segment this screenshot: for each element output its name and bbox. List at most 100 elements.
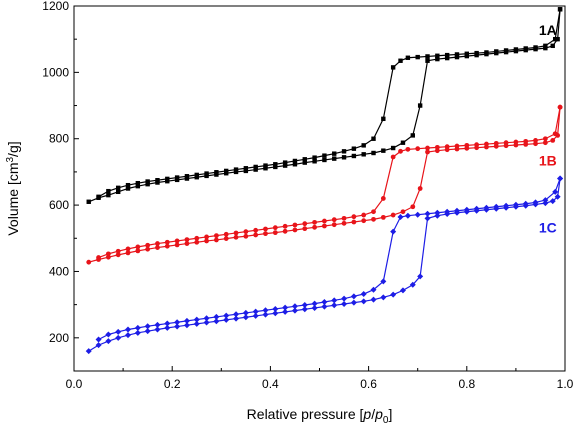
data-point-desorption <box>405 55 411 60</box>
data-point-adsorption <box>332 156 337 161</box>
data-point-desorption <box>174 175 180 180</box>
data-point-desorption <box>263 226 268 232</box>
data-point-desorption <box>435 53 440 58</box>
data-point-desorption <box>233 311 240 318</box>
data-point-desorption <box>321 298 328 305</box>
x-axis: 0.0 0.2 0.4 0.6 0.8 1.0 <box>66 366 574 391</box>
data-point-desorption <box>311 300 318 307</box>
data-point-desorption <box>398 58 403 63</box>
series-label-1B: 1B <box>539 153 557 169</box>
data-point-adsorption <box>322 223 327 229</box>
data-point-desorption <box>474 142 480 148</box>
data-point-adsorption <box>263 166 268 171</box>
data-point-desorption <box>552 36 558 42</box>
data-point-desorption <box>145 242 151 248</box>
data-point-adsorption <box>361 218 367 224</box>
data-point-desorption <box>144 323 151 330</box>
data-point-desorption <box>513 47 519 52</box>
data-point-desorption <box>242 309 249 316</box>
data-point-desorption <box>454 143 460 149</box>
data-point-desorption <box>453 207 460 214</box>
data-point-adsorption <box>417 273 424 280</box>
data-point-adsorption <box>174 177 180 183</box>
data-point-adsorption <box>272 230 278 236</box>
data-point-desorption <box>272 305 279 312</box>
data-point-desorption <box>292 158 298 164</box>
data-point-adsorption <box>444 55 450 61</box>
data-point-desorption <box>105 331 112 338</box>
data-point-adsorption <box>155 245 160 250</box>
data-point-adsorption <box>360 298 367 305</box>
data-point-adsorption <box>134 329 141 336</box>
x-tick-label: 0.8 <box>458 377 475 391</box>
data-point-adsorption <box>105 338 112 345</box>
data-point-desorption <box>174 319 181 326</box>
data-point-desorption <box>370 286 377 293</box>
data-point-desorption <box>322 218 327 224</box>
data-point-desorption <box>262 307 269 314</box>
data-point-desorption <box>224 168 229 174</box>
data-point-adsorption <box>454 54 460 60</box>
data-point-desorption <box>243 166 249 171</box>
data-point-desorption <box>291 303 298 310</box>
data-point-adsorption <box>85 348 92 355</box>
data-point-desorption <box>105 251 111 257</box>
data-point-adsorption <box>242 314 249 321</box>
data-point-desorption <box>184 174 190 179</box>
data-point-adsorption <box>125 332 132 339</box>
data-point-adsorption <box>164 243 170 249</box>
data-point-desorption <box>165 176 170 182</box>
data-point-desorption <box>543 43 548 49</box>
y-tick-label: 1000 <box>42 65 69 79</box>
data-point-desorption <box>252 308 259 315</box>
data-point-adsorption <box>533 141 538 147</box>
data-point-adsorption <box>312 159 317 164</box>
data-point-desorption <box>233 230 239 236</box>
data-point-adsorption <box>233 315 240 322</box>
data-point-desorption <box>503 140 509 146</box>
data-point-desorption <box>380 278 387 285</box>
series-1B <box>86 104 563 265</box>
data-point-desorption <box>464 142 470 148</box>
series-1C <box>85 175 564 355</box>
data-point-desorption <box>145 179 150 184</box>
data-point-adsorption <box>243 168 249 174</box>
data-point-adsorption <box>331 222 337 228</box>
data-point-desorption <box>243 229 249 235</box>
data-point-desorption <box>164 320 171 327</box>
data-point-desorption <box>390 228 397 235</box>
data-point-adsorption <box>435 56 440 62</box>
data-point-adsorption <box>125 250 131 256</box>
data-point-desorption <box>484 50 489 55</box>
data-point-adsorption <box>184 176 190 181</box>
data-point-desorption <box>204 171 209 176</box>
data-point-adsorption <box>302 160 307 165</box>
data-point-adsorption <box>361 152 366 157</box>
y-axis: 200 400 600 800 1000 1200 <box>42 0 79 372</box>
data-point-desorption <box>155 178 160 183</box>
data-point-adsorption <box>282 228 288 234</box>
data-point-adsorption <box>95 342 102 349</box>
data-point-desorption <box>532 199 539 206</box>
data-point-adsorption <box>390 212 396 218</box>
data-point-adsorption <box>135 183 141 189</box>
data-point-desorption <box>253 227 259 233</box>
data-point-desorption <box>473 205 480 212</box>
data-point-desorption <box>95 336 102 343</box>
plot-frame <box>73 5 566 372</box>
data-point-desorption <box>292 222 298 228</box>
data-point-adsorption <box>351 219 357 225</box>
desorption-line <box>98 9 561 198</box>
data-point-adsorption <box>321 303 328 310</box>
data-point-adsorption <box>301 306 308 313</box>
data-point-desorption <box>533 45 538 50</box>
data-point-adsorption <box>380 294 387 301</box>
data-point-adsorption <box>550 43 555 49</box>
data-point-desorption <box>360 291 367 298</box>
data-point-desorption <box>425 145 430 151</box>
y-tick-label: 200 <box>49 331 69 345</box>
data-point-adsorption <box>550 137 556 143</box>
data-point-desorption <box>213 313 220 320</box>
data-point-desorption <box>341 215 347 221</box>
data-point-desorption <box>557 175 564 182</box>
